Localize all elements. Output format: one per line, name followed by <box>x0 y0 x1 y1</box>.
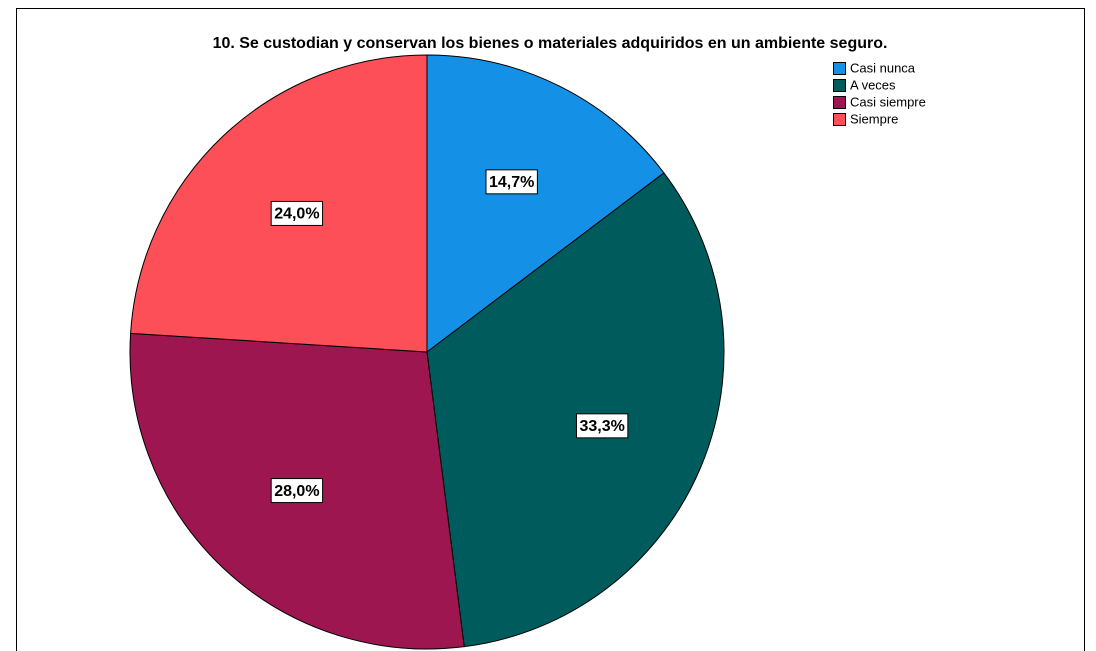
value-label-box <box>575 413 629 439</box>
value-label-box <box>485 169 538 195</box>
legend-label: Casi siempre <box>850 94 926 109</box>
legend-swatch <box>833 113 846 126</box>
legend-label: A veces <box>850 77 896 92</box>
chart-title: 10. Se custodian y conservan los bienes … <box>213 35 888 52</box>
legend-swatch <box>833 79 846 92</box>
pie-slice <box>426 172 725 648</box>
legend-label: Siempre <box>850 111 898 126</box>
pie-slice <box>426 54 665 354</box>
legend-swatch <box>833 62 846 75</box>
value-label: 24,0% <box>274 206 319 223</box>
value-label: 33,3% <box>579 418 624 435</box>
value-label-box <box>270 478 324 504</box>
legend-swatch <box>833 96 846 109</box>
legend-label: Casi nunca <box>850 60 916 75</box>
value-label-box <box>270 200 324 226</box>
value-label: 14,7% <box>489 174 534 191</box>
value-label: 28,0% <box>274 483 319 500</box>
